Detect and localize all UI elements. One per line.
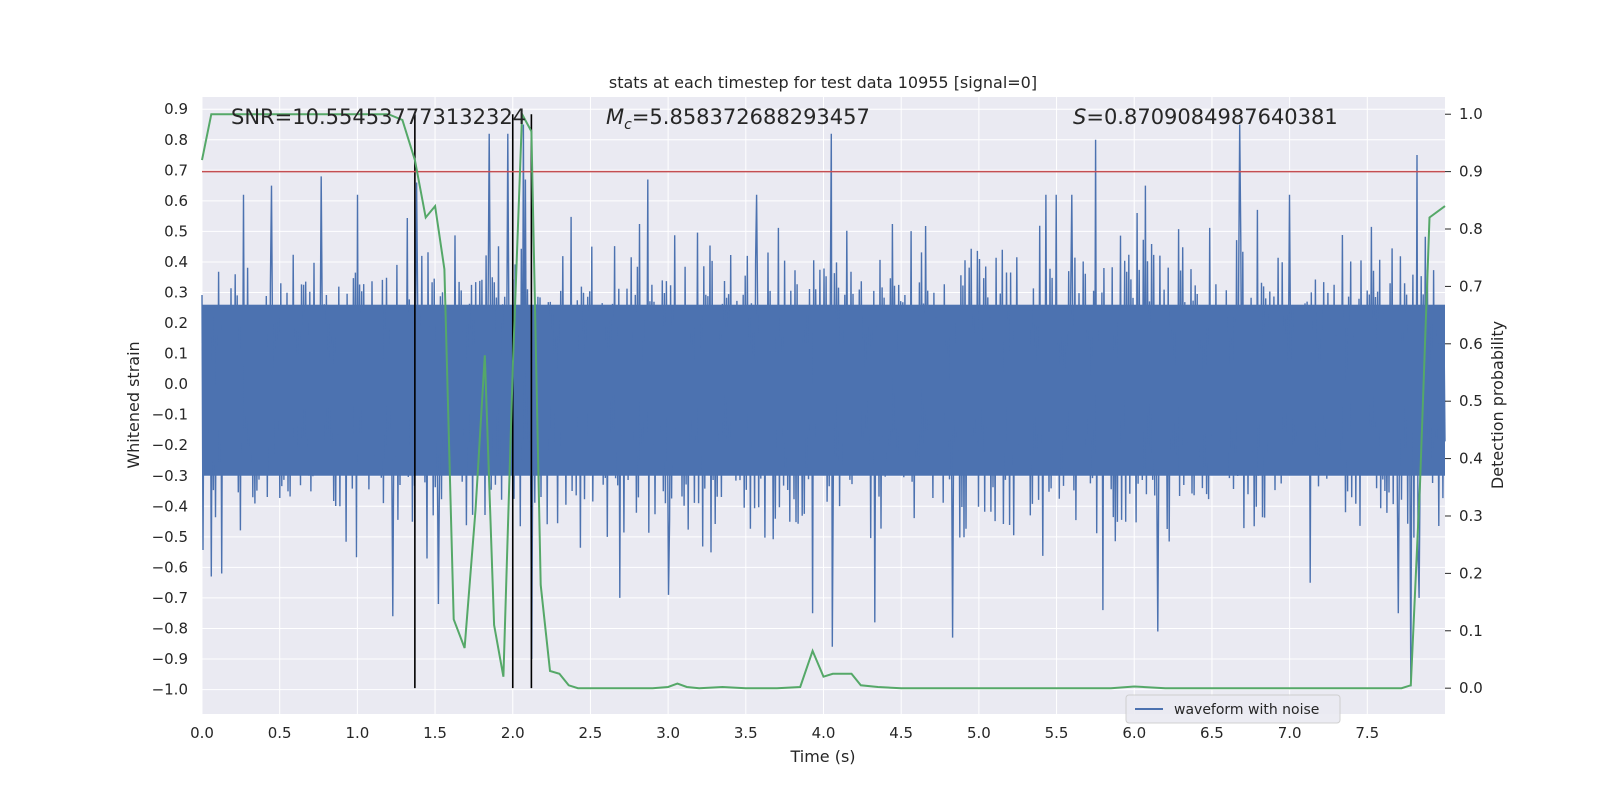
chirp-mass-value: =5.858372688293457	[632, 105, 870, 129]
y-left-tick-label: 0.1	[164, 345, 188, 363]
detection-probability-series	[201, 110, 1446, 690]
x-tick-label: 2.5	[579, 724, 603, 742]
y-left-tick-label: 0.6	[164, 192, 188, 210]
y-left-tick-label: −0.7	[152, 589, 188, 607]
y-left-tick-label: −0.2	[152, 436, 188, 454]
y-left-tick-label: 0.2	[164, 314, 188, 332]
y-left-tick-label: 0.3	[164, 283, 188, 301]
y-right-tick-label: 1.0	[1459, 105, 1483, 123]
s-annotation: S=0.8709084987640381	[1073, 105, 1338, 129]
waveform-line	[201, 124, 1446, 687]
y-right-tick-label: 0.7	[1459, 277, 1483, 295]
x-axis-ticks: 0.0 0.5 1.0 1.5 2.0 2.5 3.0 3.5 4.0 4.5 5.0 5.5 6.0 6…	[190, 724, 1379, 742]
y-left-tick-label: −0.5	[152, 528, 188, 546]
y-left-axis-ticks: 0.9 0.8 0.7 0.6 0.5 0.4 0.3 0.2 0.1 0.0 −0.1 −0.2 −0…	[152, 100, 188, 698]
y-left-tick-label: −0.1	[152, 406, 188, 424]
y-right-tick-label: 0.0	[1459, 679, 1483, 697]
y-right-axis-ticks: 1.0 0.9 0.8 0.7 0.6 0.5 0.4 0.3 0.2 0.1 0.0	[1445, 105, 1483, 697]
y-right-tick-label: 0.2	[1459, 564, 1483, 582]
y-left-tick-label: 0.4	[164, 253, 188, 271]
x-tick-label: 0.0	[190, 724, 214, 742]
y-left-axis-label: Whitened strain	[124, 341, 143, 468]
y-left-tick-label: 0.7	[164, 161, 188, 179]
y-left-tick-label: −1.0	[152, 681, 188, 699]
y-left-tick-label: −0.8	[152, 619, 188, 637]
x-tick-label: 5.5	[1045, 724, 1069, 742]
chirp-mass-symbol: M	[606, 105, 624, 129]
y-left-tick-label: 0.0	[164, 375, 188, 393]
x-axis-label: Time (s)	[789, 747, 855, 766]
chirp-mass-subscript: c	[624, 117, 632, 133]
y-right-tick-label: 0.3	[1459, 507, 1483, 525]
x-tick-label: 1.0	[345, 724, 369, 742]
y-right-tick-label: 0.5	[1459, 392, 1483, 410]
y-left-tick-label: −0.4	[152, 497, 188, 515]
x-tick-label: 7.0	[1278, 724, 1302, 742]
y-left-tick-label: 0.5	[164, 222, 188, 240]
x-tick-label: 7.5	[1355, 724, 1379, 742]
y-right-tick-label: 0.1	[1459, 622, 1483, 640]
legend-box	[1125, 694, 1341, 724]
x-tick-label: 4.5	[889, 724, 913, 742]
s-symbol: S	[1073, 105, 1086, 129]
x-tick-label: 3.0	[656, 724, 680, 742]
x-tick-label: 2.0	[501, 724, 525, 742]
detection-probability-line	[201, 110, 1446, 690]
snr-annotation: SNR=10.554537773132324	[231, 105, 526, 129]
legend: waveform with noise	[1125, 694, 1341, 724]
chart-title: stats at each timestep for test data 109…	[609, 73, 1037, 92]
y-right-axis-label: Detection probability	[1488, 321, 1507, 489]
waveform-series	[201, 124, 1446, 687]
y-left-tick-label: −0.9	[152, 650, 188, 668]
y-right-tick-label: 0.9	[1459, 163, 1483, 181]
y-right-tick-label: 0.6	[1459, 335, 1483, 353]
x-tick-label: 4.0	[812, 724, 836, 742]
chirp-mass-annotation: Mc=5.858372688293457	[606, 105, 870, 133]
y-left-tick-label: −0.3	[152, 467, 188, 485]
y-left-tick-label: 0.8	[164, 131, 188, 149]
y-right-tick-label: 0.4	[1459, 450, 1483, 468]
y-left-tick-label: −0.6	[152, 558, 188, 576]
legend-label: waveform with noise	[1174, 702, 1319, 718]
x-tick-label: 0.5	[268, 724, 292, 742]
x-tick-label: 3.5	[734, 724, 758, 742]
x-tick-label: 5.0	[967, 724, 991, 742]
y-left-tick-label: 0.9	[164, 100, 188, 118]
s-value: =0.8709084987640381	[1086, 105, 1337, 129]
x-tick-label: 1.5	[423, 724, 447, 742]
x-tick-label: 6.5	[1200, 724, 1224, 742]
x-tick-label: 6.0	[1122, 724, 1146, 742]
y-right-tick-label: 0.8	[1459, 220, 1483, 238]
